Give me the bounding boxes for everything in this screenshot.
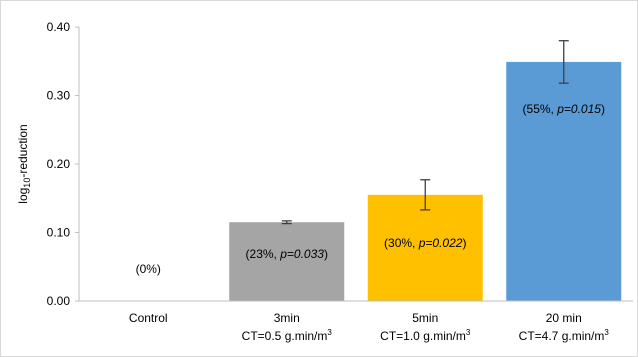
data-label-p: p=0.015	[556, 102, 601, 116]
x-tick-label: 5min	[412, 311, 438, 325]
y-axis-label-rest: -reduction	[16, 124, 30, 177]
y-axis-label-subscript: 10	[22, 178, 32, 188]
data-label-pct: (23%,	[246, 247, 281, 261]
data-label: (0%)	[136, 262, 161, 276]
data-label-pct: (30%,	[384, 236, 419, 250]
data-label-close: )	[324, 247, 328, 261]
x-tick-label: Control	[129, 311, 168, 325]
y-axis-label-base: log	[16, 188, 30, 204]
x-tick-label-ct-text: CT=0.5 g.min/m	[242, 329, 328, 343]
x-tick-label-ct: CT=1.0 g.min/m3	[380, 328, 471, 343]
x-tick-label-ct: CT=0.5 g.min/m3	[242, 328, 333, 343]
x-tick-label-ct: CT=4.7 g.min/m3	[519, 328, 610, 343]
x-tick-label-ct-sup: 3	[466, 328, 471, 337]
y-tick-label: 0.40	[47, 20, 71, 34]
x-tick-label-ct-sup: 3	[604, 328, 609, 337]
x-tick-label: 20 min	[546, 311, 582, 325]
y-tick-label: 0.20	[47, 157, 71, 171]
x-tick-label-ct-text: CT=1.0 g.min/m	[380, 329, 466, 343]
y-tick-label: 0.30	[47, 89, 71, 103]
data-label-p: p=0.033	[279, 247, 324, 261]
data-label-p: p=0.022	[418, 236, 463, 250]
data-label: (23%, p=0.033)	[246, 247, 328, 261]
y-tick-label: 0.00	[47, 294, 71, 308]
x-tick-label-ct-text: CT=4.7 g.min/m	[519, 329, 605, 343]
x-tick-label: 3min	[274, 311, 300, 325]
data-label-close: )	[601, 102, 605, 116]
bar	[229, 222, 345, 301]
data-label-pct: (0%)	[136, 262, 161, 276]
x-tick-label-ct-sup: 3	[327, 328, 332, 337]
data-label-pct: (55%,	[523, 102, 558, 116]
y-axis-label: log10-reduction	[16, 124, 32, 203]
bar	[367, 194, 483, 301]
y-tick-label: 0.10	[47, 226, 71, 240]
data-label: (55%, p=0.015)	[523, 102, 605, 116]
bar	[506, 61, 622, 302]
data-label: (30%, p=0.022)	[384, 236, 466, 250]
data-label-close: )	[462, 236, 466, 250]
